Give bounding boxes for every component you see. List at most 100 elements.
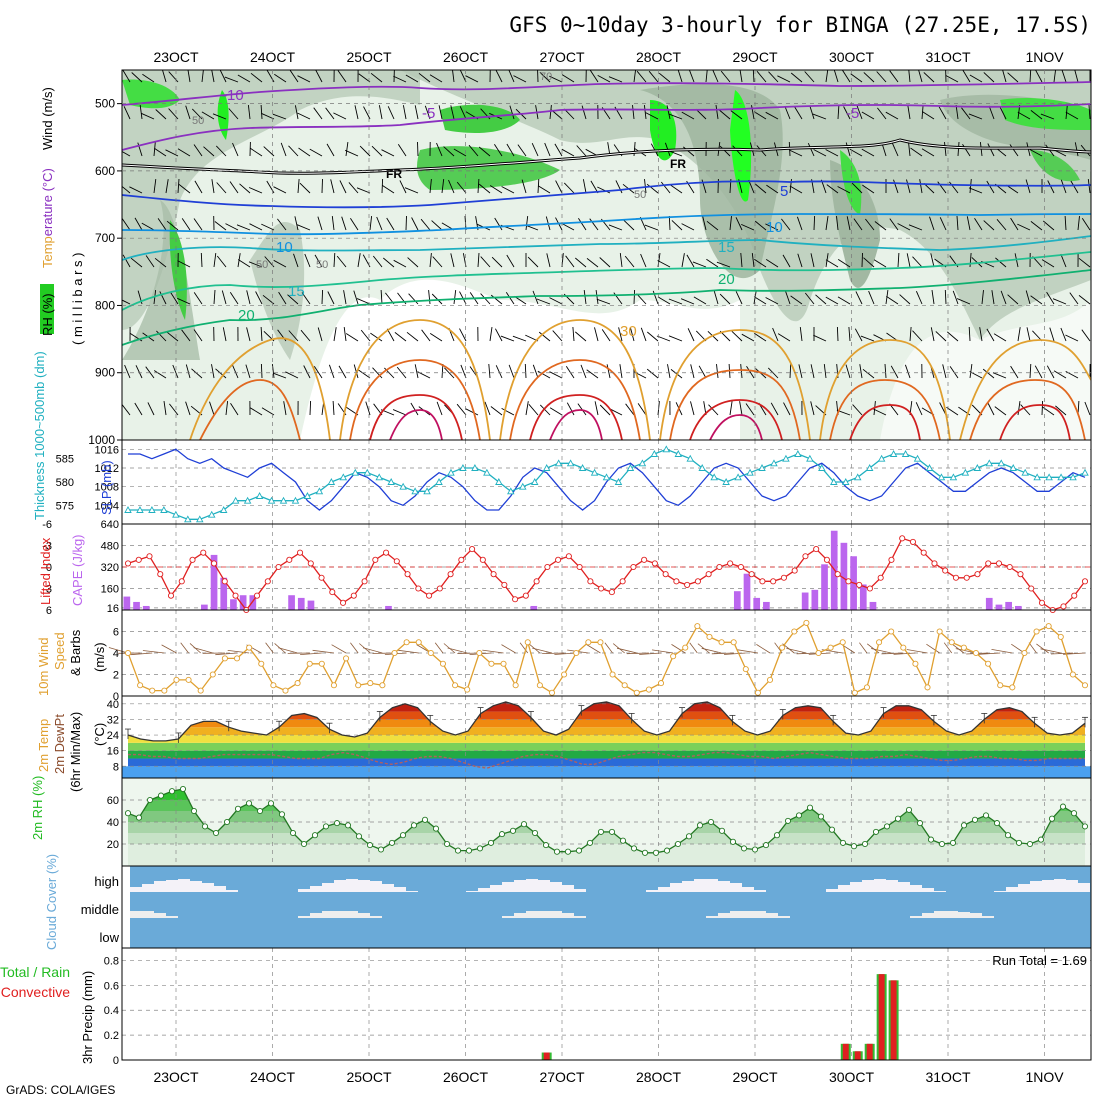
wind-barb	[944, 142, 947, 157]
wind-barb	[353, 290, 359, 305]
wind-barb	[145, 366, 155, 379]
wind-barb	[348, 182, 359, 194]
slp-tick-label: 1008	[95, 482, 119, 494]
data-point	[399, 832, 407, 839]
data-point	[476, 649, 483, 657]
data-point	[1017, 571, 1024, 578]
wind-barb	[380, 289, 383, 305]
data-point	[135, 814, 143, 821]
wind-barb	[931, 290, 935, 305]
data-point	[722, 478, 730, 485]
wind-barb	[327, 291, 335, 305]
wind-barb	[404, 187, 419, 194]
data-point	[296, 549, 304, 556]
wind-barb	[453, 148, 467, 157]
cape-bar	[995, 604, 1003, 610]
data-point	[931, 560, 938, 567]
data-point	[393, 558, 400, 565]
wind-barb	[968, 187, 983, 194]
cloud-high-bar	[742, 887, 754, 892]
data-point	[476, 845, 484, 852]
data-point	[780, 574, 787, 581]
wind-barb	[572, 326, 575, 342]
rh-label: 50	[256, 259, 268, 271]
wind-barb	[432, 256, 443, 268]
cape-bar	[869, 601, 877, 610]
wind-barb	[1029, 149, 1043, 157]
wind-barb	[177, 148, 191, 157]
freezing-level-label: FR	[386, 167, 402, 181]
li-ylabel: Lifted Index	[38, 537, 53, 605]
wind-barb	[333, 112, 347, 120]
cape-ylabel: CAPE (J/kg)	[70, 534, 85, 606]
wind-barb	[656, 335, 671, 342]
wind-barb	[893, 179, 899, 194]
wind-barb	[438, 105, 443, 120]
wind-barb	[837, 259, 851, 268]
wind-barb	[756, 70, 767, 83]
wind-barb	[337, 70, 347, 83]
wind-barb	[260, 326, 263, 342]
data-point	[828, 826, 836, 833]
data-point	[423, 487, 431, 495]
wind-barb	[154, 257, 167, 268]
precip-conv-label: Convective	[1, 984, 70, 1000]
wind-barb	[794, 106, 803, 120]
wind-barb	[651, 649, 674, 654]
data-point	[759, 578, 766, 585]
wind-barb	[288, 330, 299, 342]
wind-barb	[1081, 218, 1091, 231]
wind-barb	[1029, 363, 1032, 379]
temp-band	[128, 719, 1085, 728]
wind-barb	[897, 252, 900, 268]
wind-barb	[854, 328, 863, 342]
data-point	[377, 846, 385, 853]
data-point	[698, 464, 706, 471]
wind-barb	[153, 142, 156, 157]
cape-bar	[230, 599, 237, 610]
wind-barb	[221, 290, 227, 305]
wind-barb	[1064, 215, 1067, 231]
rh-line	[127, 788, 1086, 854]
data-point	[311, 832, 319, 839]
wind-barb	[790, 295, 803, 305]
wind-barb	[539, 71, 551, 83]
wind-barb	[194, 180, 203, 194]
pressure-tick-label: 700	[95, 231, 115, 245]
wind-barb	[147, 402, 155, 416]
wind-barb	[789, 185, 803, 194]
wind-barb	[494, 217, 503, 231]
wind-barb	[589, 70, 599, 83]
data-point	[375, 473, 383, 481]
wind-barb	[222, 327, 227, 342]
data-point	[740, 845, 748, 852]
data-point	[830, 478, 838, 485]
wind-barb	[237, 259, 251, 268]
data-point	[161, 687, 168, 694]
wind-barb	[813, 334, 827, 342]
wind-barb	[429, 333, 443, 342]
wind-barb	[616, 647, 637, 654]
data-point	[1028, 585, 1035, 592]
data-point	[404, 571, 411, 578]
wind-barb	[1017, 111, 1031, 120]
wind-barb	[255, 291, 263, 305]
wind-barb	[647, 331, 659, 342]
data-point	[452, 682, 459, 689]
wind-barb	[969, 252, 972, 268]
data-point	[806, 454, 814, 462]
wind-barb	[213, 289, 216, 305]
wind-barb	[394, 332, 407, 342]
wind-barb	[465, 75, 479, 83]
wind-barb	[837, 186, 851, 194]
li-tick-label: -3	[42, 541, 52, 553]
data-point	[207, 510, 216, 518]
wind-barb	[982, 368, 995, 379]
data-point	[533, 578, 540, 585]
date-label-top: 26OCT	[443, 49, 489, 65]
slp-tick-label: 1004	[95, 500, 119, 512]
cloud-middle-bar	[514, 913, 526, 918]
data-point	[1045, 623, 1052, 630]
isotherm-label: 10	[276, 239, 293, 256]
date-label-bottom: 1NOV	[1025, 1069, 1064, 1085]
